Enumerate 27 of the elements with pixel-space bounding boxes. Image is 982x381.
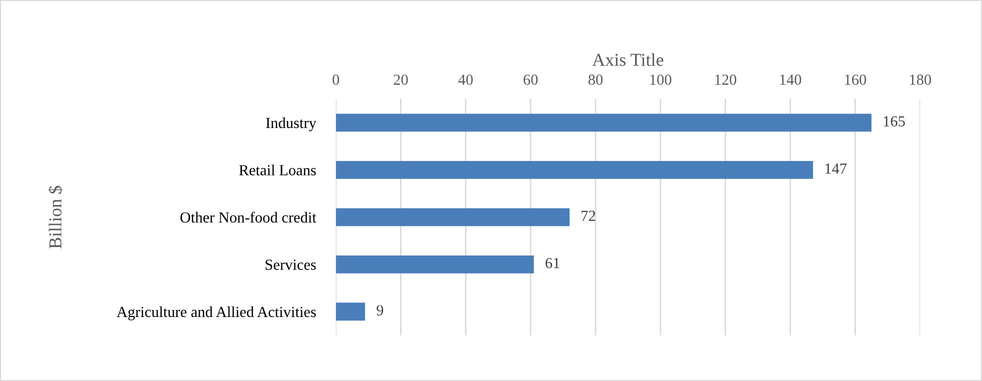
bar xyxy=(336,160,814,179)
bar xyxy=(336,302,366,321)
bar xyxy=(336,208,570,226)
y-tick-label: Agriculture and Allied Activities xyxy=(116,306,316,320)
x-tick-label: 120 xyxy=(715,74,736,85)
x-tick-label: 160 xyxy=(845,74,866,85)
y-tick-label: Other Non-food credit xyxy=(180,212,316,223)
data-label: 61 xyxy=(546,258,560,268)
y-axis-title: Billion $ xyxy=(48,186,63,249)
x-tick-label: 180 xyxy=(910,74,932,85)
y-tick-label: Services xyxy=(266,260,316,270)
data-label: 72 xyxy=(582,210,596,221)
x-tick-label: 100 xyxy=(650,74,672,85)
data-label: 165 xyxy=(884,116,905,127)
x-tick-label: 80 xyxy=(588,74,603,85)
x-tick-label: 20 xyxy=(394,74,408,85)
x-axis-title: Axis Title xyxy=(592,53,664,66)
bar xyxy=(336,114,872,132)
x-tick-label: 40 xyxy=(458,74,473,85)
data-label: 9 xyxy=(376,305,384,316)
x-tick-label: 60 xyxy=(524,74,538,85)
data-label: 147 xyxy=(825,164,847,174)
x-tick-label: 140 xyxy=(780,74,802,85)
x-tick-label: 0 xyxy=(332,74,340,85)
y-tick-label: Industry xyxy=(266,117,316,132)
bar xyxy=(336,255,534,274)
y-tick-label: Retail Loans xyxy=(239,164,316,176)
